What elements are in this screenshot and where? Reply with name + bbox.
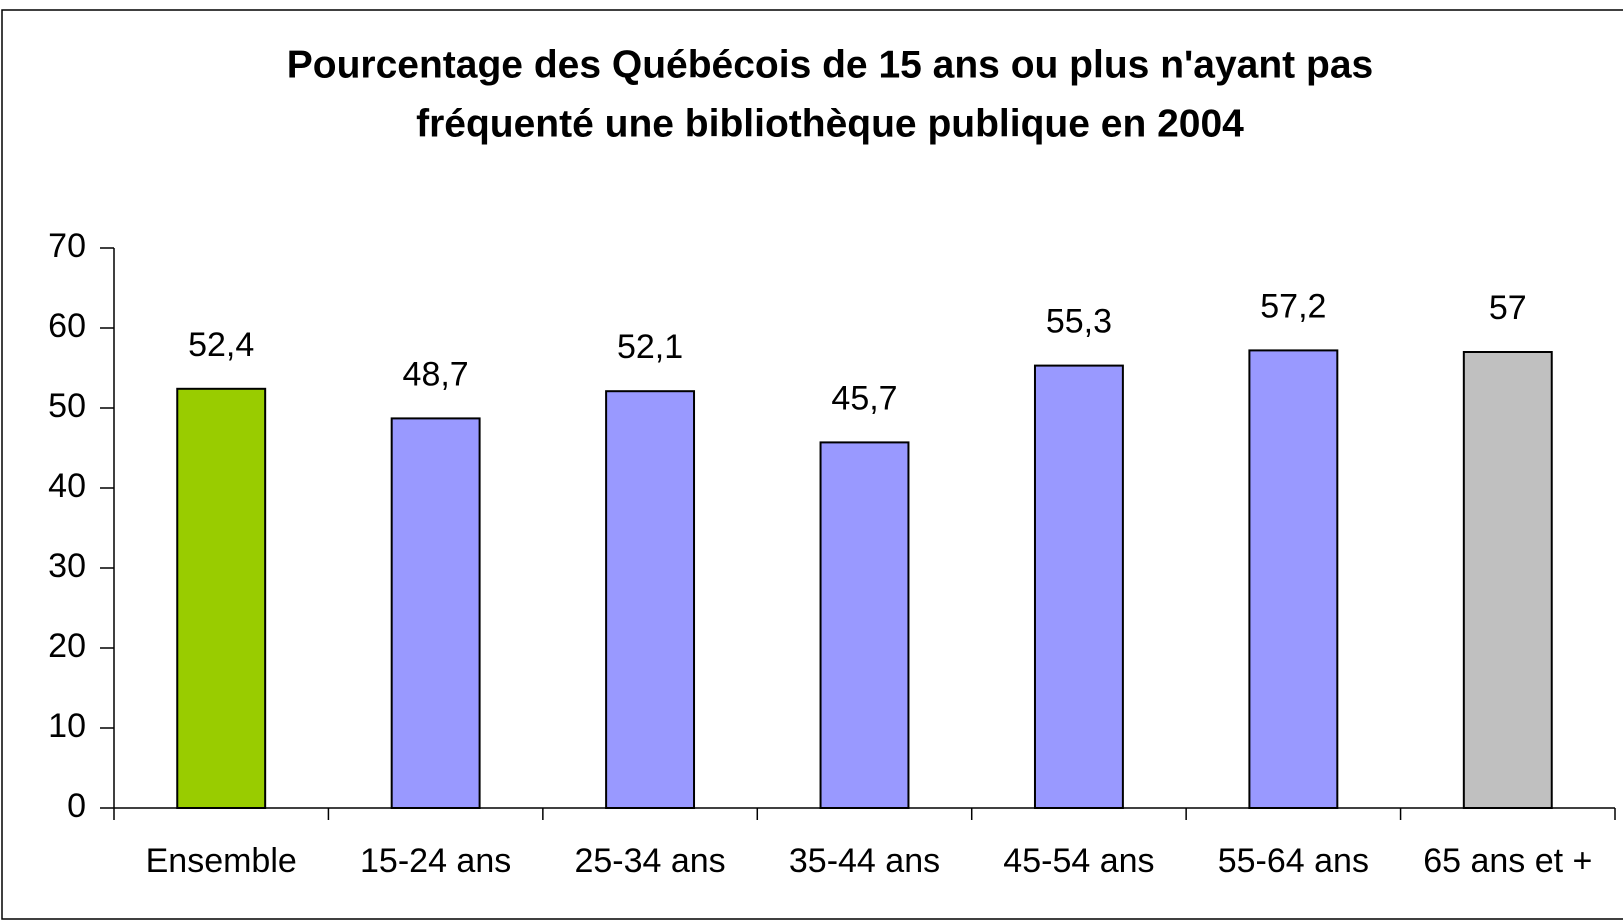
bar	[176, 387, 267, 809]
y-tick-label: 30	[48, 547, 86, 585]
y-tick-label: 40	[48, 467, 86, 505]
bar	[1248, 349, 1339, 809]
bar	[1033, 364, 1124, 809]
x-tick-label: Ensemble	[146, 842, 297, 880]
x-tick-label: 15-24 ans	[360, 842, 511, 880]
data-label: 57	[1489, 289, 1527, 327]
data-label: 48,7	[403, 355, 469, 393]
y-tick-label: 60	[48, 307, 86, 345]
chart-border	[1, 9, 1623, 920]
data-label: 52,4	[188, 326, 254, 364]
bar	[605, 390, 696, 809]
y-tick-label: 0	[67, 787, 86, 825]
x-tick-label: 35-44 ans	[789, 842, 940, 880]
y-tick-label: 10	[48, 707, 86, 745]
x-tick-label: 65 ans et +	[1423, 842, 1592, 880]
x-tick-label: 45-54 ans	[1003, 842, 1154, 880]
bar	[819, 441, 910, 809]
chart-title: Pourcentage des Québécois de 15 ans ou p…	[287, 43, 1373, 86]
x-tick-label: 25-34 ans	[574, 842, 725, 880]
data-label: 55,3	[1046, 303, 1112, 341]
data-label: 57,2	[1260, 287, 1326, 325]
y-tick-label: 70	[48, 227, 86, 265]
data-label: 52,1	[617, 328, 683, 366]
data-label: 45,7	[831, 379, 897, 417]
y-tick-label: 50	[48, 387, 86, 425]
y-tick-label: 20	[48, 627, 86, 665]
x-tick-label: 55-64 ans	[1218, 842, 1369, 880]
chart-title: fréquenté une bibliothèque publique en 2…	[416, 102, 1244, 145]
bar	[390, 417, 481, 809]
bar	[1462, 351, 1553, 809]
